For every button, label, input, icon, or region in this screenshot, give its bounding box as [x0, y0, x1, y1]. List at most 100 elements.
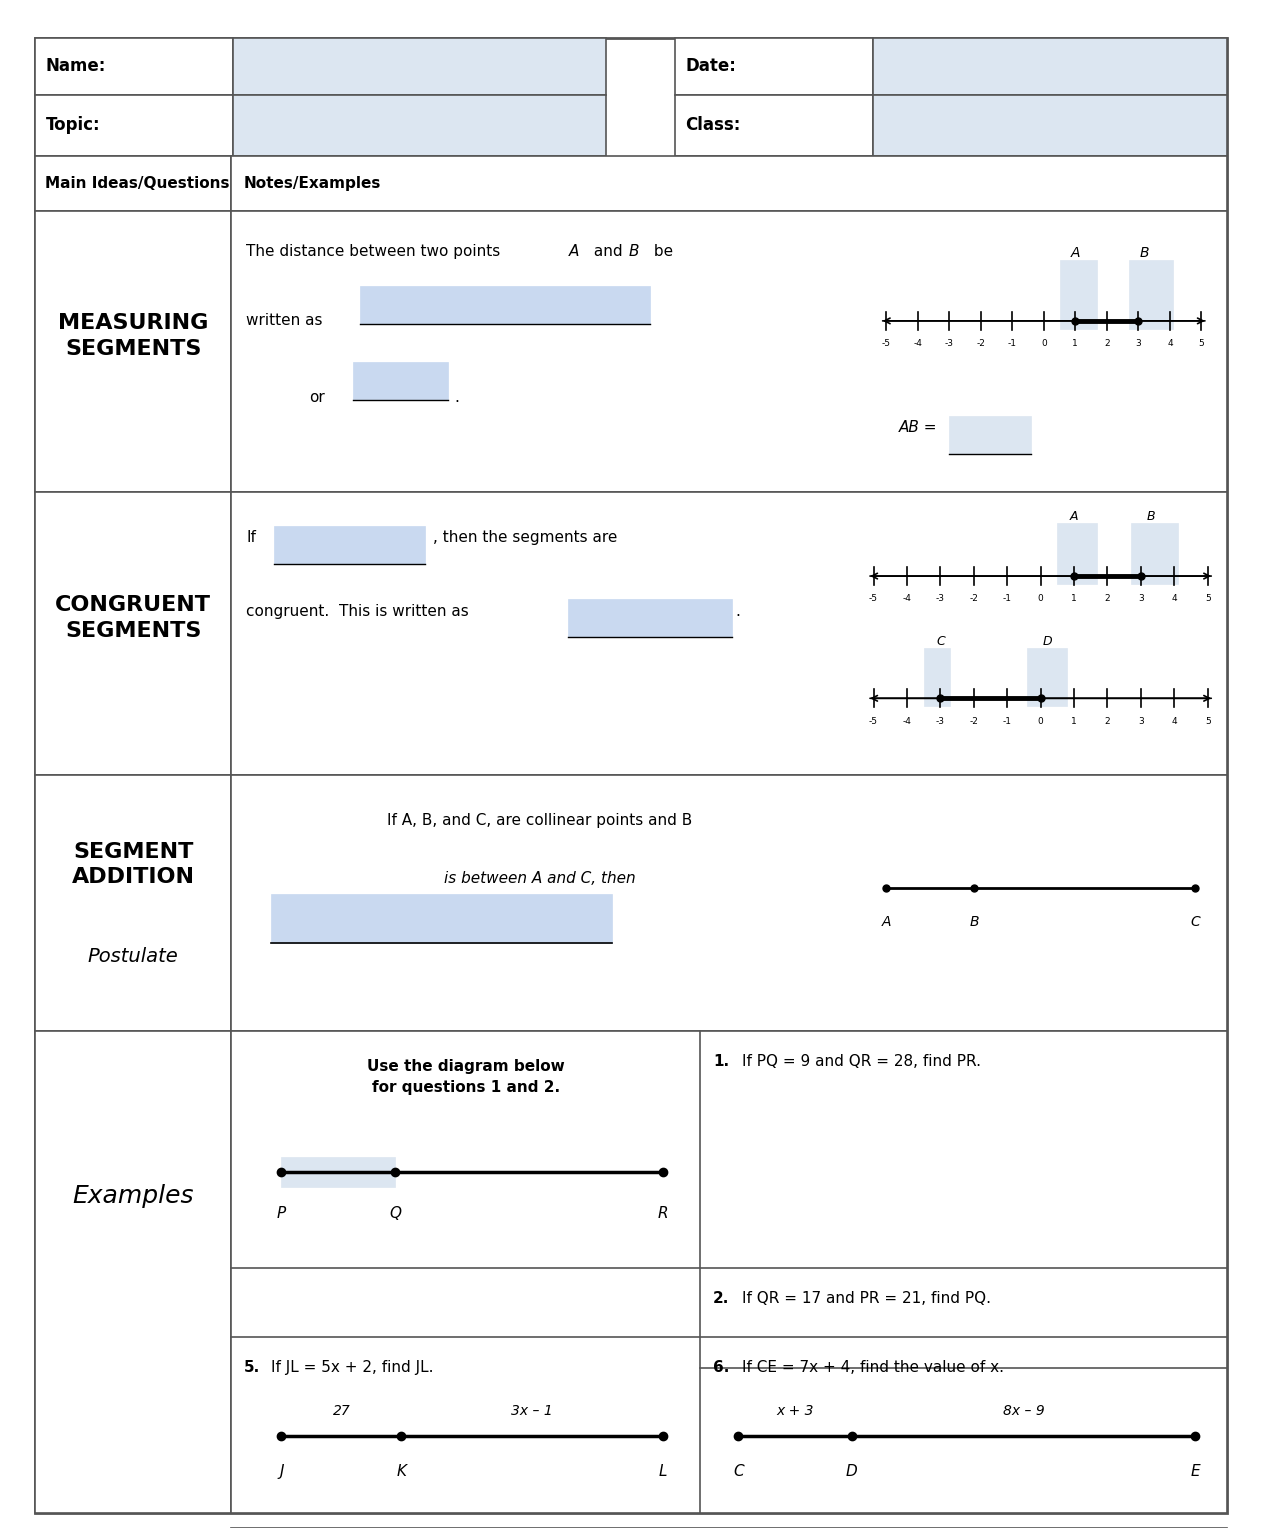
Text: Class:: Class: [685, 116, 741, 134]
Text: 5: 5 [1199, 339, 1204, 348]
FancyBboxPatch shape [35, 38, 233, 95]
Text: J: J [279, 1464, 284, 1479]
Text: A: A [1070, 509, 1078, 523]
FancyBboxPatch shape [949, 416, 1031, 454]
Text: -1: -1 [1008, 339, 1017, 348]
Text: R: R [658, 1206, 668, 1221]
Text: -1: -1 [1003, 717, 1012, 726]
Text: 2: 2 [1104, 339, 1109, 348]
Text: -1: -1 [1003, 594, 1012, 604]
FancyBboxPatch shape [924, 648, 950, 706]
Text: 0: 0 [1037, 594, 1044, 604]
FancyBboxPatch shape [233, 95, 606, 156]
FancyBboxPatch shape [35, 492, 231, 775]
Text: C: C [1190, 915, 1200, 929]
Text: D: D [846, 1464, 858, 1479]
Text: written as: written as [246, 313, 323, 329]
Text: 5: 5 [1205, 717, 1210, 726]
FancyBboxPatch shape [35, 156, 231, 211]
Text: 0: 0 [1041, 339, 1046, 348]
Text: Postulate: Postulate [88, 947, 178, 966]
Text: -2: -2 [969, 594, 978, 604]
FancyBboxPatch shape [1060, 260, 1098, 329]
FancyBboxPatch shape [35, 38, 1227, 1513]
Text: B: B [969, 915, 979, 929]
Text: and: and [589, 244, 628, 260]
Text: E: E [1190, 1464, 1200, 1479]
Text: 3x – 1: 3x – 1 [511, 1404, 553, 1418]
Text: 2: 2 [1104, 717, 1111, 726]
Text: B: B [1147, 509, 1155, 523]
Text: If A, B, and C, are collinear points and B: If A, B, and C, are collinear points and… [387, 813, 693, 828]
Text: K: K [396, 1464, 406, 1479]
Text: Date:: Date: [685, 58, 736, 75]
Text: D: D [1042, 634, 1053, 648]
Text: If CE = 7x + 4, find the value of x.: If CE = 7x + 4, find the value of x. [742, 1360, 1005, 1375]
Text: 1: 1 [1071, 717, 1076, 726]
FancyBboxPatch shape [281, 1157, 395, 1187]
Text: The distance between two points: The distance between two points [246, 244, 505, 260]
Text: C: C [733, 1464, 743, 1479]
Text: Q: Q [389, 1206, 401, 1221]
FancyBboxPatch shape [1129, 260, 1174, 329]
Text: 2.: 2. [713, 1291, 729, 1306]
Text: 1.: 1. [713, 1054, 729, 1070]
Text: Name:: Name: [45, 58, 106, 75]
Text: 6.: 6. [713, 1360, 729, 1375]
Text: -4: -4 [902, 594, 911, 604]
FancyBboxPatch shape [353, 362, 448, 400]
Text: P: P [276, 1206, 286, 1221]
Text: A: A [881, 915, 891, 929]
Text: B: B [628, 244, 639, 260]
FancyBboxPatch shape [231, 1031, 1227, 1513]
Text: A: A [1070, 246, 1080, 260]
Text: 0: 0 [1037, 717, 1044, 726]
Text: 5.: 5. [244, 1360, 260, 1375]
Text: .: . [454, 390, 459, 405]
Text: 3: 3 [1136, 339, 1141, 348]
Text: AB =: AB = [899, 420, 938, 435]
FancyBboxPatch shape [360, 286, 650, 324]
Text: Notes/Examples: Notes/Examples [244, 176, 381, 191]
Text: 1: 1 [1071, 594, 1076, 604]
Text: -2: -2 [977, 339, 986, 348]
FancyBboxPatch shape [873, 95, 1227, 156]
Text: -4: -4 [902, 717, 911, 726]
Text: SEGMENT
ADDITION: SEGMENT ADDITION [72, 842, 194, 888]
Text: -2: -2 [969, 717, 978, 726]
Text: 2: 2 [1104, 594, 1111, 604]
Text: -4: -4 [914, 339, 923, 348]
Text: Examples: Examples [72, 1184, 194, 1207]
Text: CONGRUENT
SEGMENTS: CONGRUENT SEGMENTS [56, 594, 211, 642]
Text: 27: 27 [332, 1404, 351, 1418]
FancyBboxPatch shape [35, 775, 231, 1031]
FancyBboxPatch shape [233, 38, 606, 95]
Text: 4: 4 [1171, 594, 1177, 604]
FancyBboxPatch shape [675, 95, 873, 156]
FancyBboxPatch shape [271, 894, 612, 943]
FancyBboxPatch shape [231, 156, 1227, 211]
Text: 4: 4 [1167, 339, 1172, 348]
FancyBboxPatch shape [35, 211, 231, 492]
FancyBboxPatch shape [675, 38, 873, 95]
Text: B: B [1140, 246, 1150, 260]
Text: Main Ideas/Questions: Main Ideas/Questions [45, 176, 230, 191]
FancyBboxPatch shape [231, 775, 1227, 1031]
Text: C: C [936, 634, 945, 648]
Text: A: A [569, 244, 579, 260]
FancyBboxPatch shape [1058, 523, 1098, 584]
Text: If QR = 17 and PR = 21, find PQ.: If QR = 17 and PR = 21, find PQ. [742, 1291, 991, 1306]
Text: x + 3: x + 3 [776, 1404, 814, 1418]
Text: congruent.  This is written as: congruent. This is written as [246, 604, 469, 619]
Text: L: L [659, 1464, 666, 1479]
Text: 3: 3 [1138, 717, 1143, 726]
FancyBboxPatch shape [231, 211, 1227, 492]
Text: Topic:: Topic: [45, 116, 100, 134]
Text: -3: -3 [936, 717, 945, 726]
Text: -3: -3 [945, 339, 954, 348]
FancyBboxPatch shape [1131, 523, 1177, 584]
Text: If PQ = 9 and QR = 28, find PR.: If PQ = 9 and QR = 28, find PR. [742, 1054, 981, 1070]
Text: If: If [246, 530, 256, 545]
FancyBboxPatch shape [568, 599, 732, 637]
Text: -5: -5 [870, 717, 878, 726]
